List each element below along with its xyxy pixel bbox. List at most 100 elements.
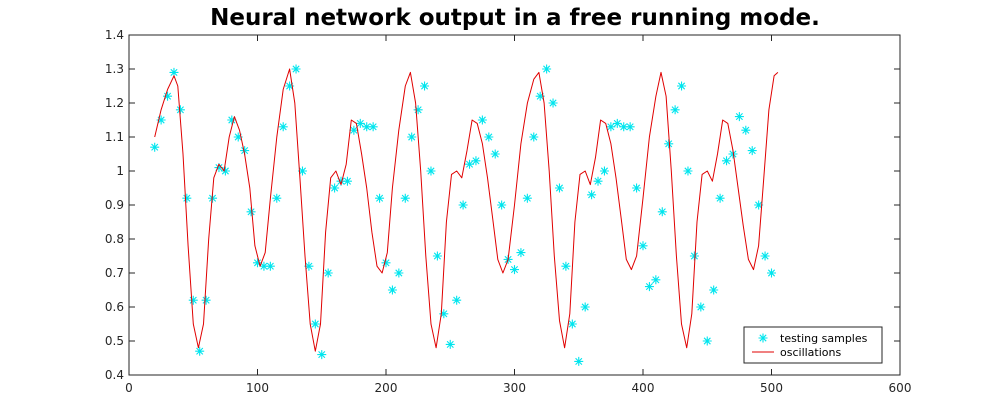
data-point (567, 319, 577, 329)
data-point (445, 339, 455, 349)
data-point (542, 64, 552, 74)
data-point (214, 163, 224, 173)
data-point (169, 67, 179, 77)
data-point (561, 261, 571, 271)
data-point (400, 193, 410, 203)
data-point (188, 295, 198, 305)
data-point (381, 258, 391, 268)
data-point (490, 149, 500, 159)
data-point (175, 105, 185, 115)
data-point (330, 183, 340, 193)
data-point (432, 251, 442, 261)
data-point (362, 122, 372, 132)
data-point (278, 122, 288, 132)
data-point (310, 319, 320, 329)
y-tick-label: 0.4 (105, 368, 124, 382)
data-point (715, 193, 725, 203)
data-point (349, 125, 359, 135)
data-point (259, 261, 269, 271)
data-point (317, 350, 327, 360)
y-tick-label: 0.5 (105, 334, 124, 348)
y-tick-label: 1.1 (105, 130, 124, 144)
data-point (728, 149, 738, 159)
data-point (233, 132, 243, 142)
data-point (696, 302, 706, 312)
y-tick-label: 1 (116, 164, 124, 178)
data-point (156, 115, 166, 125)
y-tick-label: 0.6 (105, 300, 124, 314)
data-point (554, 183, 564, 193)
data-point (426, 166, 436, 176)
x-tick-label: 100 (246, 381, 269, 395)
data-point (760, 251, 770, 261)
data-point (394, 268, 404, 278)
data-point (644, 282, 654, 292)
data-point (465, 159, 475, 169)
data-point (722, 156, 732, 166)
data-point (689, 251, 699, 261)
data-point (272, 193, 282, 203)
data-point (240, 146, 250, 156)
data-point (458, 200, 468, 210)
data-point (387, 285, 397, 295)
x-tick-label: 600 (889, 381, 912, 395)
data-point (336, 176, 346, 186)
data-point (297, 166, 307, 176)
data-point (612, 118, 622, 128)
data-point (201, 295, 211, 305)
data-point (407, 132, 417, 142)
data-point (587, 190, 597, 200)
series-markers-testing-samples (150, 64, 776, 366)
data-point (477, 115, 487, 125)
series-layer (150, 64, 779, 366)
data-point (355, 118, 365, 128)
data-point (619, 122, 629, 132)
data-point (285, 81, 295, 91)
data-point (664, 139, 674, 149)
legend-swatch-marker (758, 333, 768, 343)
y-tick-label: 0.7 (105, 266, 124, 280)
data-point (625, 122, 635, 132)
data-point (535, 91, 545, 101)
data-point (368, 122, 378, 132)
x-tick-label: 400 (632, 381, 655, 395)
data-point (150, 142, 160, 152)
data-point (651, 275, 661, 285)
data-point (195, 346, 205, 356)
data-point (683, 166, 693, 176)
y-tick-label: 1.4 (105, 28, 124, 42)
x-tick-label: 0 (125, 381, 133, 395)
data-point (375, 193, 385, 203)
legend-label: testing samples (780, 332, 868, 345)
data-point (767, 268, 776, 278)
data-point (677, 81, 687, 91)
data-point (516, 248, 526, 258)
data-point (163, 91, 173, 101)
data-point (510, 265, 519, 275)
data-point (638, 241, 648, 251)
y-tick-label: 0.9 (105, 198, 124, 212)
data-point (246, 207, 256, 217)
x-tick-label: 300 (503, 381, 526, 395)
data-point (709, 285, 719, 295)
data-point (657, 207, 667, 217)
data-point (747, 146, 757, 156)
data-point (484, 132, 494, 142)
data-point (741, 125, 751, 135)
data-point (670, 105, 680, 115)
data-point (574, 356, 584, 366)
data-point (522, 193, 532, 203)
y-axis: 0.4 0.5 0.6 0.7 0.8 0.9 1 1.1 1.2 1.3 1.4 (105, 28, 900, 382)
y-tick-label: 1.2 (105, 96, 124, 110)
x-tick-label: 500 (760, 381, 783, 395)
data-point (452, 295, 462, 305)
data-point (420, 81, 430, 91)
data-point (413, 105, 423, 115)
data-point (702, 336, 712, 346)
series-line-oscillations (154, 68, 779, 352)
data-point (734, 112, 744, 122)
data-point (291, 64, 301, 74)
data-point (599, 166, 609, 176)
chart-title: Neural network output in a free running … (210, 5, 820, 31)
